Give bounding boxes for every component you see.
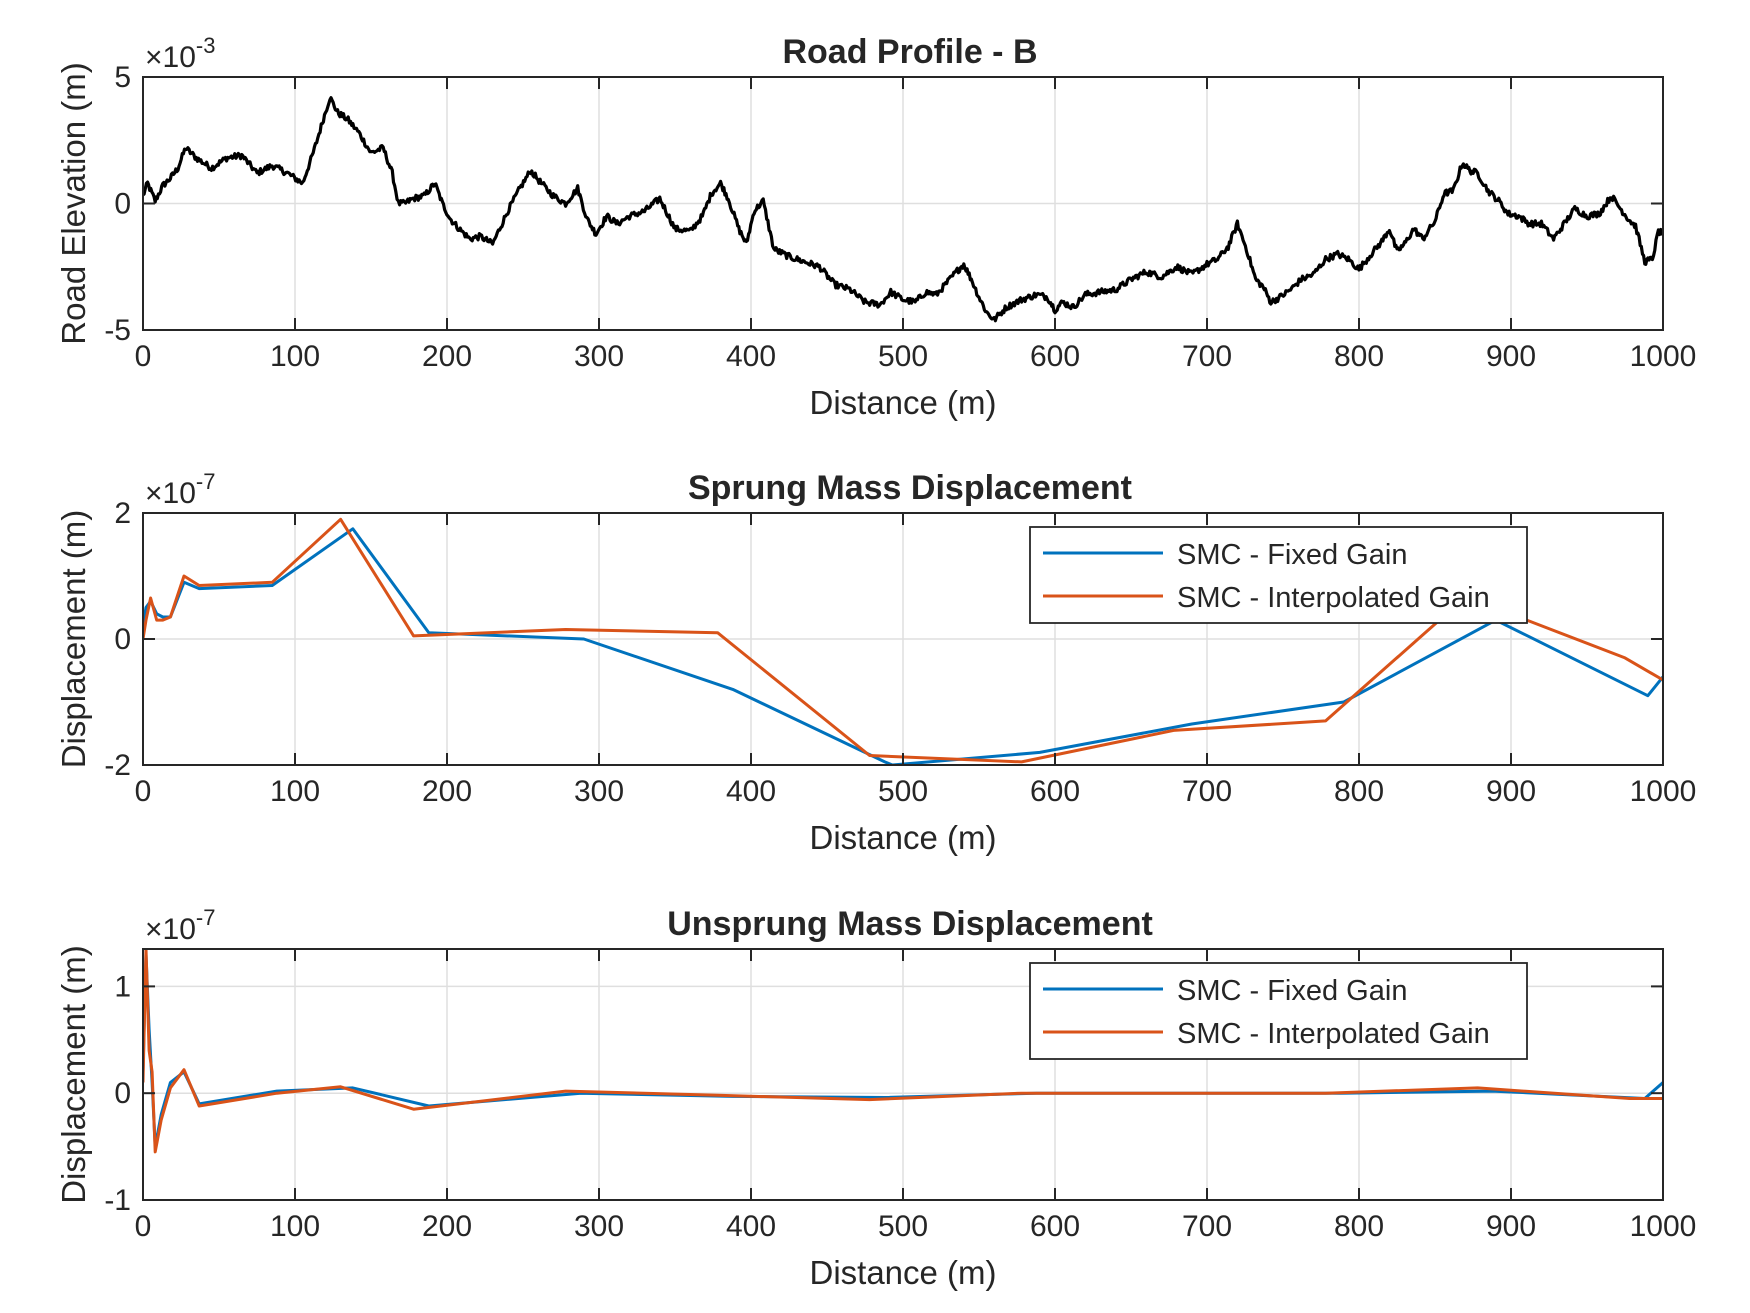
legend-entry-label: SMC - Fixed Gain [1177,539,1407,571]
x-tick-label: 400 [726,775,776,808]
y-tick-label: -1 [104,1184,131,1217]
panel-sprung-mass: Sprung Mass Displacement 0 100 200 300 400 50… [55,469,1696,856]
legend-entry-label: SMC - Fixed Gain [1177,975,1407,1007]
x-tick-label: 600 [1030,1210,1080,1243]
y-tick-label: 2 [114,497,131,530]
x-tick-label: 900 [1486,1210,1536,1243]
y-exponent-label: ×10-7 [145,469,215,510]
y-exponent-label: ×10-3 [145,33,215,74]
x-tick-label: 300 [574,775,624,808]
x-tick-label: 600 [1030,340,1080,373]
x-tick-label: 800 [1334,1210,1384,1243]
y-tick-label: -2 [104,749,131,782]
y-axis-label: Road Elevation (m) [55,62,92,344]
series-line-interpolated-gain [143,517,1663,764]
x-tick-label: 1000 [1630,775,1697,808]
x-tick-label: 200 [422,1210,472,1243]
legend-entry-label: SMC - Interpolated Gain [1177,1018,1490,1050]
legend-box [1029,526,1528,624]
x-tick-label: 1000 [1630,1210,1697,1243]
series-line-interpolated-gain [143,949,1663,1154]
chart-title: Sprung Mass Displacement [688,469,1132,507]
x-tick-label: 200 [422,340,472,373]
x-tick-label: 700 [1182,340,1232,373]
chart-title: Unsprung Mass Displacement [667,905,1153,943]
x-tick-label: 100 [270,775,320,808]
y-tick-label: 0 [114,623,131,656]
chart-title: Road Profile - B [782,33,1037,71]
x-tick-label: 500 [878,775,928,808]
x-tick-label: 700 [1182,775,1232,808]
x-axis-label: Distance (m) [809,384,996,421]
y-tick-label: 0 [114,1077,131,1110]
legend-box [1029,962,1528,1060]
x-tick-label: 900 [1486,340,1536,373]
y-tick-label: 0 [114,188,131,221]
series-line-road-elevation [143,96,1663,323]
y-axis-label: Displacement (m) [55,945,92,1204]
x-tick-label: 900 [1486,775,1536,808]
x-axis-label: Distance (m) [809,1254,996,1291]
x-tick-label: 500 [878,1210,928,1243]
x-tick-label: 500 [878,340,928,373]
x-tick-label: 1000 [1630,340,1697,373]
x-tick-label: 100 [270,1210,320,1243]
x-tick-label: 200 [422,775,472,808]
x-tick-label: 800 [1334,775,1384,808]
series-line-fixed-gain [143,527,1663,765]
x-tick-label: 400 [726,340,776,373]
x-tick-label: 0 [135,775,152,808]
y-tick-label: 1 [114,970,131,1003]
x-tick-label: 700 [1182,1210,1232,1243]
x-tick-label: 100 [270,340,320,373]
x-tick-label: 400 [726,1210,776,1243]
x-tick-label: 300 [574,340,624,373]
x-axis-label: Distance (m) [809,819,996,856]
legend-entry-label: SMC - Interpolated Gain [1177,582,1490,614]
y-exponent-label: ×10-7 [145,905,215,946]
y-axis-label: Displacement (m) [55,510,92,769]
panel-road-profile: Road Profile - B 0 100 200 300 400 500 600 700 8… [55,33,1696,421]
panel-unsprung-mass: Unsprung Mass Displacement 0 100 200 300 400… [55,905,1696,1291]
x-tick-label: 600 [1030,775,1080,808]
y-tick-label: -5 [104,314,131,347]
y-tick-label: 5 [114,61,131,94]
x-tick-label: 800 [1334,340,1384,373]
x-tick-label: 0 [135,1210,152,1243]
x-tick-label: 300 [574,1210,624,1243]
x-tick-label: 0 [135,340,152,373]
